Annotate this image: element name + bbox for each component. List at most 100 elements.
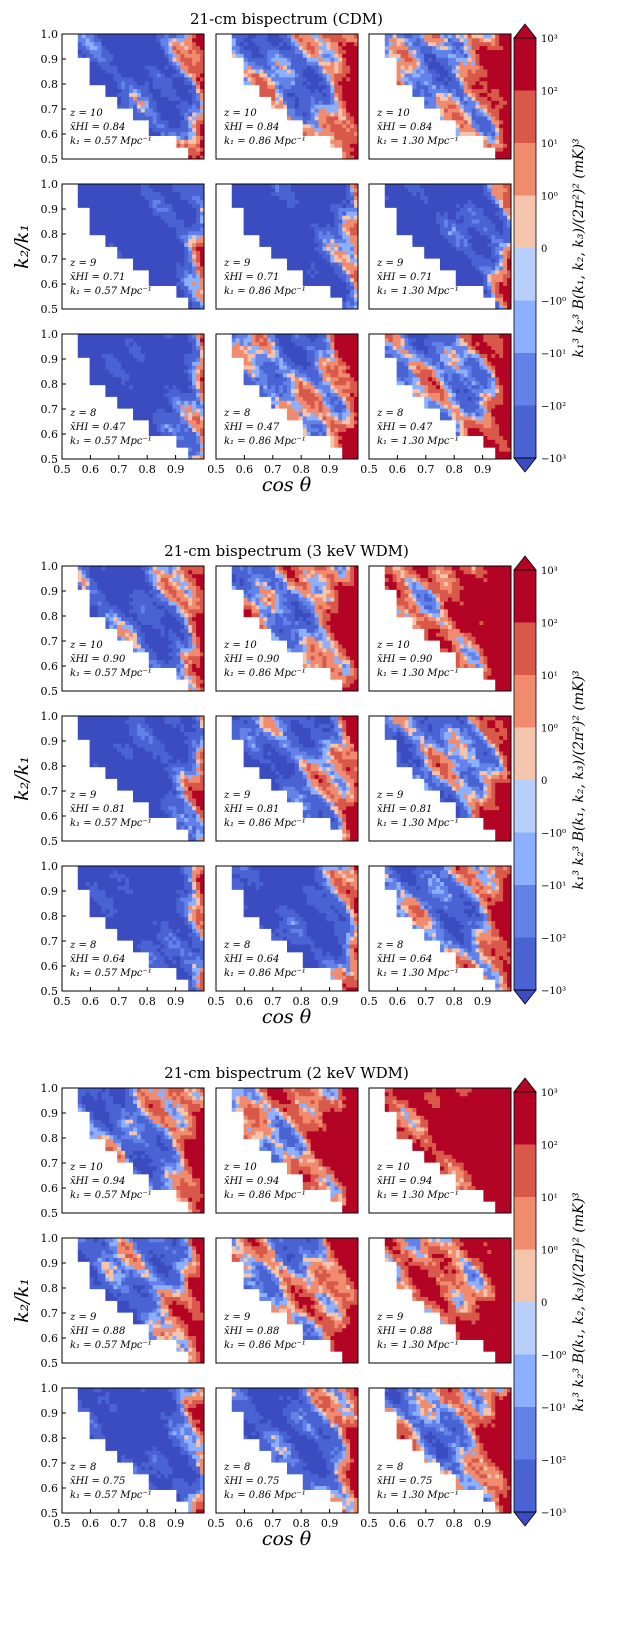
heatmap-cell bbox=[255, 373, 260, 378]
heatmap-cell bbox=[455, 73, 461, 78]
heatmap-cell bbox=[388, 184, 394, 189]
heatmap-cell bbox=[479, 100, 484, 105]
heatmap-cell bbox=[200, 226, 205, 232]
heatmap-cell bbox=[354, 203, 359, 208]
heatmap-cell bbox=[354, 223, 359, 228]
heatmap-cell bbox=[294, 41, 300, 47]
heatmap-cell bbox=[302, 234, 308, 240]
heatmap-cell bbox=[416, 230, 421, 236]
heatmap-cell bbox=[156, 380, 162, 386]
heatmap-cell bbox=[279, 45, 284, 51]
heatmap-cell bbox=[499, 219, 504, 224]
heatmap-cell bbox=[176, 357, 181, 362]
heatmap-cell bbox=[200, 96, 205, 101]
heatmap-cell bbox=[121, 76, 126, 82]
heatmap-cell bbox=[176, 49, 181, 54]
heatmap-cell bbox=[160, 223, 165, 228]
heatmap-cell bbox=[350, 258, 355, 263]
heatmap-cell bbox=[263, 191, 268, 197]
heatmap-cell bbox=[255, 37, 260, 43]
heatmap-cell bbox=[455, 184, 461, 189]
heatmap-cell bbox=[200, 297, 205, 302]
heatmap-cell bbox=[144, 223, 150, 228]
heatmap-cell bbox=[188, 337, 193, 343]
heatmap-cell bbox=[188, 65, 193, 70]
heatmap-cell bbox=[451, 45, 457, 51]
heatmap-cell bbox=[129, 246, 134, 251]
heatmap-cell bbox=[196, 297, 201, 302]
heatmap-cell bbox=[121, 211, 126, 216]
heatmap-cell bbox=[287, 234, 292, 240]
heatmap-cell bbox=[479, 234, 484, 240]
heatmap-cell bbox=[271, 37, 276, 43]
heatmap-cell bbox=[287, 187, 292, 193]
heatmap-cell bbox=[499, 69, 504, 74]
heatmap-cell bbox=[168, 273, 173, 279]
heatmap-cell bbox=[148, 365, 154, 370]
heatmap-cell bbox=[318, 57, 323, 62]
heatmap-cell bbox=[334, 76, 339, 82]
heatmap-cell bbox=[475, 119, 480, 125]
heatmap-cell bbox=[495, 250, 500, 255]
heatmap-cell bbox=[302, 273, 308, 279]
heatmap-cell bbox=[483, 277, 488, 283]
heatmap-cell bbox=[459, 238, 465, 243]
heatmap-cell bbox=[279, 96, 284, 101]
heatmap-cell bbox=[455, 234, 461, 240]
heatmap-cell bbox=[306, 45, 312, 51]
heatmap-cell bbox=[144, 65, 150, 70]
heatmap-cell bbox=[294, 219, 300, 224]
heatmap-cell bbox=[247, 203, 252, 208]
heatmap-cell bbox=[129, 73, 134, 78]
heatmap-cell bbox=[105, 238, 110, 243]
heatmap-cell bbox=[93, 61, 98, 66]
heatmap-cell bbox=[451, 211, 457, 216]
heatmap-cell bbox=[136, 41, 142, 47]
heatmap-cell bbox=[350, 273, 355, 279]
heatmap-cell bbox=[499, 84, 504, 90]
heatmap-cell bbox=[287, 65, 292, 70]
heatmap-cell bbox=[318, 49, 323, 54]
heatmap-cell bbox=[129, 45, 134, 51]
heatmap-cell bbox=[287, 45, 292, 51]
heatmap-cell bbox=[443, 262, 449, 267]
heatmap-cell bbox=[436, 195, 441, 201]
heatmap-cell bbox=[156, 73, 162, 78]
heatmap-cell bbox=[455, 34, 461, 39]
heatmap-cell bbox=[330, 187, 335, 193]
heatmap-cell bbox=[443, 65, 449, 70]
heatmap-cell bbox=[495, 215, 500, 220]
heatmap-cell bbox=[495, 76, 500, 82]
heatmap-cell bbox=[483, 266, 488, 271]
heatmap-cell bbox=[93, 184, 98, 189]
heatmap-cell bbox=[287, 184, 292, 189]
heatmap-cell bbox=[330, 76, 335, 82]
heatmap-cell bbox=[184, 412, 189, 417]
heatmap-cell bbox=[416, 187, 421, 193]
heatmap-cell bbox=[105, 65, 110, 70]
heatmap-cell bbox=[318, 281, 323, 286]
heatmap-cell bbox=[436, 246, 441, 251]
heatmap-cell bbox=[109, 57, 114, 62]
heatmap-cell bbox=[140, 203, 146, 208]
heatmap-cell bbox=[133, 226, 138, 232]
heatmap-cell bbox=[125, 203, 130, 208]
heatmap-cell bbox=[156, 80, 162, 86]
heatmap-cell bbox=[239, 191, 245, 197]
heatmap-cell bbox=[342, 293, 347, 298]
heatmap-cell bbox=[314, 65, 319, 70]
heatmap-cell bbox=[97, 37, 102, 43]
heatmap-cell bbox=[136, 34, 142, 39]
heatmap-cell bbox=[463, 100, 469, 105]
heatmap-cell bbox=[176, 41, 181, 47]
heatmap-cell bbox=[140, 258, 146, 263]
heatmap-cell bbox=[144, 84, 150, 90]
heatmap-cell bbox=[156, 203, 162, 208]
heatmap-cell bbox=[136, 207, 142, 212]
heatmap-cell bbox=[440, 34, 445, 39]
heatmap-cell bbox=[180, 427, 185, 433]
heatmap-cell bbox=[499, 45, 504, 51]
heatmap-cell bbox=[298, 84, 304, 90]
heatmap-cell bbox=[298, 226, 304, 232]
